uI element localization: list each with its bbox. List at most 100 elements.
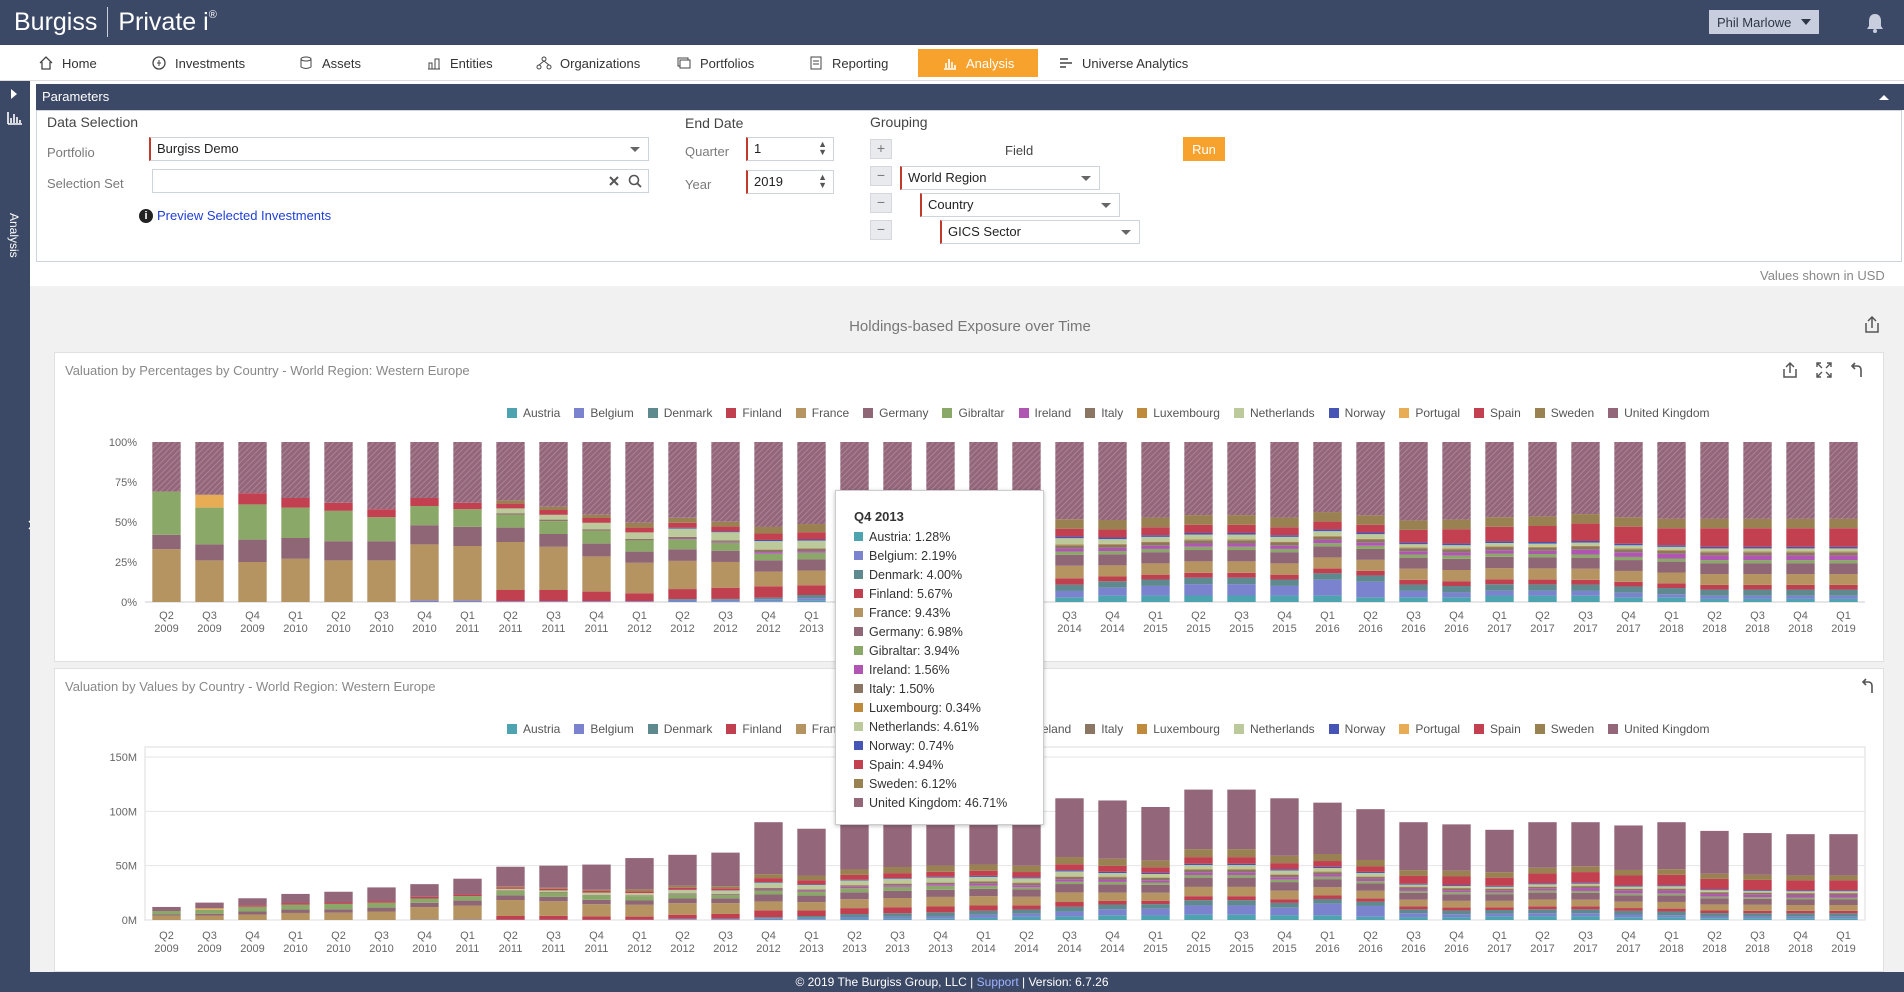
bar-segment[interactable] <box>1829 897 1858 900</box>
bar-segment[interactable] <box>1829 891 1858 893</box>
bar-segment[interactable] <box>883 867 912 874</box>
bar-segment[interactable] <box>1786 598 1815 602</box>
bar-segment[interactable] <box>1743 598 1772 602</box>
bar-segment[interactable] <box>1528 890 1557 893</box>
bar-segment[interactable] <box>797 559 826 571</box>
burgiss-logo[interactable]: Burgiss Private i ® <box>14 6 217 38</box>
bar-segment[interactable] <box>1700 546 1729 549</box>
bar-segment[interactable] <box>1227 577 1256 585</box>
bar-segment[interactable] <box>1614 825 1643 870</box>
bar-segment[interactable] <box>1313 866 1342 869</box>
bar-segment[interactable] <box>1313 879 1342 888</box>
bell-icon[interactable] <box>1866 13 1884 33</box>
bar-segment[interactable] <box>883 878 912 884</box>
legend-item[interactable]: Germany <box>863 406 928 420</box>
bar-segment[interactable] <box>1571 899 1600 907</box>
bar-segment[interactable] <box>754 910 783 918</box>
bar-segment[interactable] <box>1227 595 1256 602</box>
legend-item[interactable]: Portugal <box>1399 722 1460 736</box>
legend-item[interactable]: Norway <box>1328 722 1385 736</box>
selection-set-input[interactable] <box>152 169 649 193</box>
bar-segment[interactable] <box>926 896 955 907</box>
bar-segment[interactable] <box>281 893 310 904</box>
bar-segment[interactable] <box>1270 874 1299 878</box>
bar-segment[interactable] <box>1141 548 1170 553</box>
bar-segment[interactable] <box>195 909 224 914</box>
bar-segment[interactable] <box>582 556 611 592</box>
bar-segment[interactable] <box>754 894 783 902</box>
bar-segment[interactable] <box>1356 515 1385 525</box>
bar-segment[interactable] <box>754 539 783 542</box>
bar-segment[interactable] <box>1055 798 1084 858</box>
legend-item[interactable]: France <box>795 406 849 420</box>
bar-segment[interactable] <box>1829 548 1858 552</box>
bar-segment[interactable] <box>711 587 740 599</box>
bar-segment[interactable] <box>1528 442 1557 517</box>
bar-segment[interactable] <box>883 913 912 917</box>
bar-segment[interactable] <box>1829 442 1858 519</box>
bar-segment[interactable] <box>281 558 310 602</box>
bar-segment[interactable] <box>1743 584 1772 590</box>
bar-segment[interactable] <box>1141 904 1170 909</box>
bar-segment[interactable] <box>582 442 611 515</box>
bar-segment[interactable] <box>1614 581 1643 587</box>
bar-segment[interactable] <box>1270 527 1299 536</box>
bar-segment[interactable] <box>1442 558 1471 570</box>
bar-segment[interactable] <box>324 902 353 904</box>
bar-segment[interactable] <box>1786 893 1815 895</box>
bar-segment[interactable] <box>1356 539 1385 543</box>
bar-segment[interactable] <box>1313 539 1342 544</box>
bar-segment[interactable] <box>1829 574 1858 585</box>
bar-segment[interactable] <box>1270 585 1299 596</box>
bar-segment[interactable] <box>539 510 568 515</box>
bar-segment[interactable] <box>1399 909 1428 914</box>
legend-item[interactable]: Italy <box>1085 406 1123 420</box>
legend-item[interactable]: Italy <box>1085 722 1123 736</box>
bar-segment[interactable] <box>1614 556 1643 561</box>
bar-segment[interactable] <box>496 900 525 917</box>
bar-segment[interactable] <box>1055 857 1084 865</box>
bar-segment[interactable] <box>238 493 267 505</box>
bar-segment[interactable] <box>1743 874 1772 880</box>
bar-segment[interactable] <box>1786 548 1815 552</box>
bar-segment[interactable] <box>1184 863 1213 866</box>
bar-segment[interactable] <box>1399 557 1428 569</box>
bar-segment[interactable] <box>1098 871 1127 874</box>
bar-segment[interactable] <box>453 526 482 546</box>
bar-segment[interactable] <box>1700 894 1729 897</box>
bar-segment[interactable] <box>1442 876 1471 886</box>
bar-segment[interactable] <box>926 871 955 877</box>
bar-segment[interactable] <box>840 892 869 900</box>
bar-segment[interactable] <box>539 601 568 602</box>
bar-segment[interactable] <box>1270 902 1299 908</box>
bar-segment[interactable] <box>926 912 955 917</box>
bar-segment[interactable] <box>1614 526 1643 544</box>
bar-segment[interactable] <box>1700 595 1729 599</box>
bar-segment[interactable] <box>883 918 912 920</box>
bar-segment[interactable] <box>1700 551 1729 553</box>
bar-segment[interactable] <box>1399 520 1428 530</box>
bar-segment[interactable] <box>969 864 998 871</box>
bar-segment[interactable] <box>668 527 697 529</box>
bar-segment[interactable] <box>195 442 224 495</box>
bar-segment[interactable] <box>1012 882 1041 884</box>
bar-segment[interactable] <box>1270 855 1299 864</box>
bar-segment[interactable] <box>1055 519 1084 529</box>
bar-segment[interactable] <box>1786 834 1815 876</box>
group-field-1-select[interactable]: World Region <box>900 166 1100 190</box>
bar-segment[interactable] <box>1270 877 1299 880</box>
bar-segment[interactable] <box>1614 552 1643 557</box>
bar-segment[interactable] <box>1571 579 1600 585</box>
legend-item[interactable]: United Kingdom <box>1608 722 1710 736</box>
bar-segment[interactable] <box>1184 546 1213 551</box>
bar-segment[interactable] <box>1700 552 1729 556</box>
bar-segment[interactable] <box>840 917 869 920</box>
bar-segment[interactable] <box>840 869 869 875</box>
bar-segment[interactable] <box>367 560 396 602</box>
bar-segment[interactable] <box>1786 552 1815 556</box>
bar-segment[interactable] <box>1743 892 1772 895</box>
bar-segment[interactable] <box>668 442 697 518</box>
bar-segment[interactable] <box>453 442 482 503</box>
bar-segment[interactable] <box>582 894 611 896</box>
bar-segment[interactable] <box>1055 544 1084 546</box>
